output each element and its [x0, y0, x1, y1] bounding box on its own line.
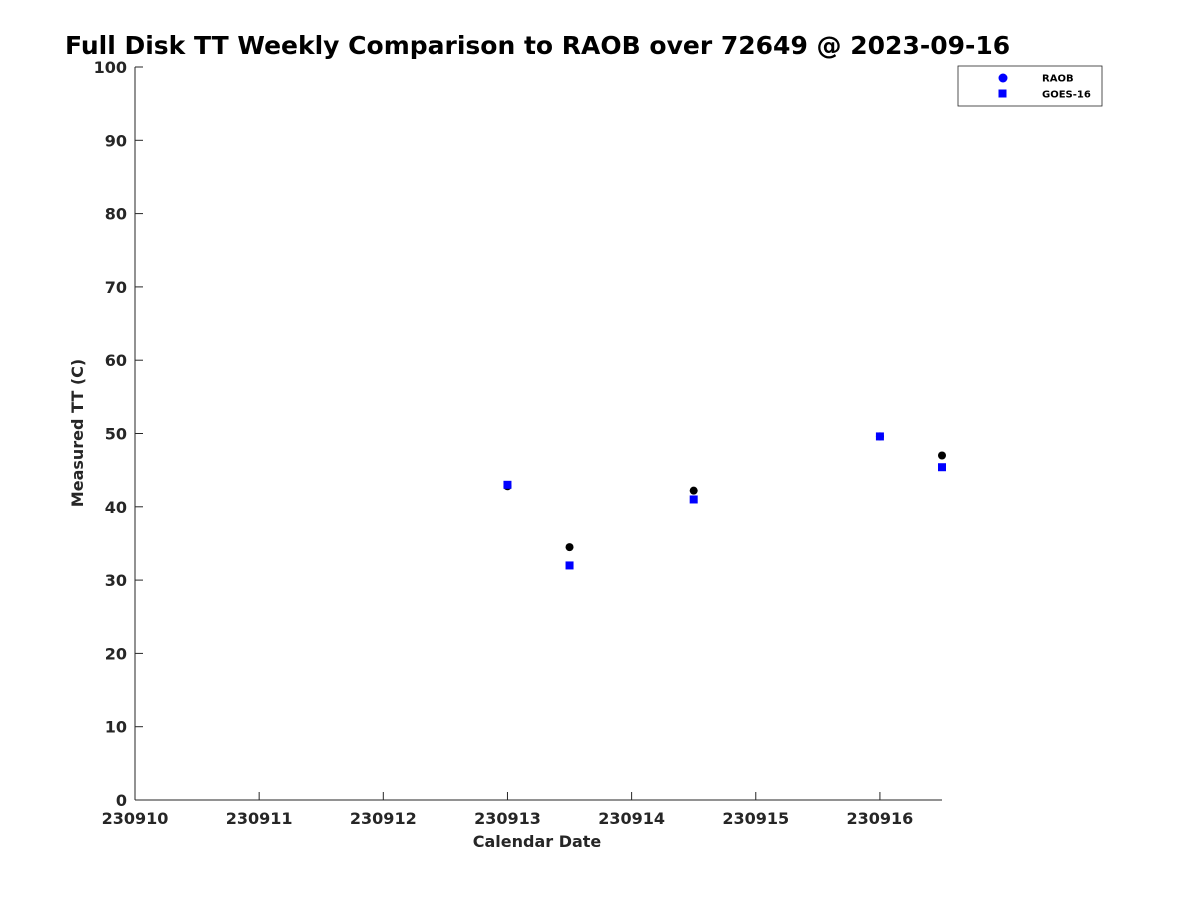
data-point-goes16 [938, 463, 946, 472]
chart-title: Full Disk TT Weekly Comparison to RAOB o… [65, 31, 1010, 60]
data-point-goes16 [565, 561, 574, 570]
y-axis-label: Measured TT (C) [68, 359, 87, 507]
data-point-raob [938, 451, 946, 460]
x-tick-label: 230911 [226, 809, 293, 828]
y-tick-label: 100 [94, 58, 127, 77]
y-axis-ticks: 0 10 20 30 40 50 60 70 80 90 100 [94, 58, 143, 810]
x-tick-label: 230910 [102, 809, 169, 828]
x-tick-label: 230914 [598, 809, 665, 828]
x-tick-label: 230912 [350, 809, 417, 828]
y-tick-label: 90 [105, 131, 127, 150]
x-axis-ticks: 230910 230911 230912 230913 230914 230915 2309… [102, 792, 914, 828]
data-points [503, 432, 946, 570]
x-axis-label: Calendar Date [473, 832, 602, 851]
y-tick-label: 70 [105, 278, 127, 297]
y-tick-label: 50 [105, 425, 127, 444]
y-tick-label: 40 [105, 498, 127, 517]
data-point-goes16 [689, 495, 698, 504]
x-tick-label: 230916 [847, 809, 914, 828]
y-tick-label: 60 [105, 351, 127, 370]
data-point-raob [689, 486, 698, 495]
legend-marker-raob [998, 73, 1008, 83]
y-tick-label: 0 [116, 791, 127, 810]
x-tick-label: 230913 [474, 809, 541, 828]
legend-label-goes16: GOES-16 [1042, 90, 1091, 101]
y-tick-label: 20 [105, 644, 127, 663]
y-tick-label: 10 [105, 718, 127, 737]
data-point-goes16 [875, 432, 884, 441]
data-point-raob [565, 543, 574, 552]
legend-marker-goes16 [998, 89, 1007, 98]
legend: RAOB GOES-16 [957, 65, 1103, 107]
y-tick-label: 80 [105, 205, 127, 224]
legend-label-raob: RAOB [1042, 74, 1074, 85]
y-tick-label: 30 [105, 571, 127, 590]
legend-box [957, 65, 1103, 107]
x-tick-label: 230915 [722, 809, 789, 828]
data-point-goes16 [503, 480, 512, 489]
